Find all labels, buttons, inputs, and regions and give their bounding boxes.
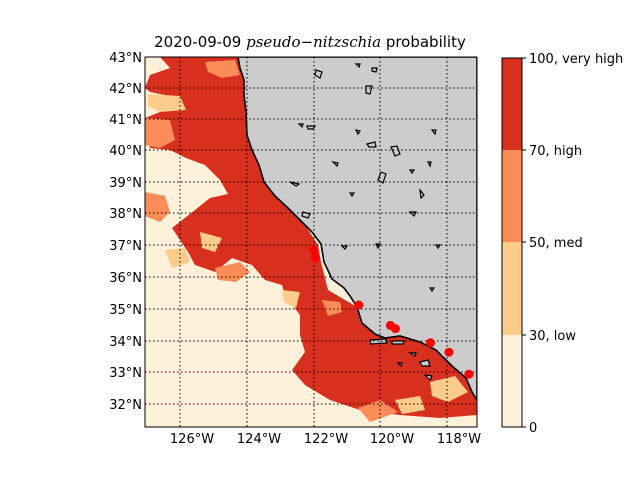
prob-lowmed-patch (430, 376, 468, 402)
lat-tick: 40°N (109, 144, 142, 159)
prob-lowmed-patch (165, 248, 190, 268)
lat-tick: 37°N (109, 239, 142, 254)
prob-med-patch (145, 118, 175, 148)
lat-tick: 34°N (109, 335, 142, 350)
lat-tick: 39°N (109, 176, 142, 191)
lat-tick: 33°N (109, 366, 142, 381)
sample-point (309, 245, 319, 255)
lon-tick: 118°W (437, 432, 481, 447)
prob-high-region (145, 57, 477, 418)
title-date: 2020-09-09 (154, 33, 242, 51)
lat-tick: 32°N (109, 398, 142, 413)
sample-point (464, 369, 474, 379)
prob-med-patch (145, 192, 170, 222)
lon-tick: 122°W (304, 432, 348, 447)
sample-point (310, 253, 320, 263)
lat-tick: 42°N (109, 82, 142, 97)
title-suffix: probability (385, 33, 466, 51)
colorbar-segment-low (502, 335, 522, 427)
sample-point (390, 324, 400, 334)
colorbar: 100, very high 70, high 50, med 30, low … (501, 52, 623, 436)
lat-tick: 41°N (109, 113, 142, 128)
lat-tick-labels: 43°N 42°N 41°N 40°N 39°N 38°N 37°N 36°N … (109, 51, 142, 413)
lakes (289, 63, 442, 293)
prob-med-patch (205, 60, 240, 78)
lon-tick: 120°W (370, 432, 414, 447)
colorbar-label: 70, high (529, 144, 582, 159)
map-title: 2020-09-09 pseudo−nitzschia probability (0, 33, 620, 51)
colorbar-label: 100, very high (529, 52, 623, 67)
lon-tick: 124°W (237, 432, 281, 447)
map-frame (144, 56, 478, 428)
sample-point (444, 347, 454, 357)
colorbar-segment-high (502, 150, 522, 242)
prob-lowmed-patch (395, 396, 425, 414)
colorbar-segment-med (502, 242, 522, 335)
colorbar-label: 50, med (529, 236, 583, 251)
land-region (237, 57, 477, 402)
prob-med-patch (322, 300, 342, 316)
colorbar-label: 0 (529, 421, 537, 436)
grid-lines (145, 57, 477, 427)
sample-point (354, 300, 364, 310)
colorbar-segment-very-high (502, 58, 522, 150)
prob-med-patch (358, 400, 398, 422)
lat-tick: 36°N (109, 271, 142, 286)
prob-lowmed-patch (282, 290, 300, 308)
prob-lowmed-patch (148, 94, 186, 112)
lat-tick: 38°N (109, 207, 142, 222)
lat-tick: 35°N (109, 303, 142, 318)
lon-tick: 126°W (170, 432, 214, 447)
sample-points (309, 245, 474, 379)
prob-lowmed-patch (200, 232, 222, 252)
title-species: pseudo−nitzschia (246, 33, 382, 51)
lat-tick: 43°N (109, 51, 142, 66)
colorbar-label: 30, low (529, 329, 576, 344)
sample-point (426, 338, 435, 348)
map-layers (145, 57, 477, 427)
lon-tick-labels: 126°W 124°W 122°W 120°W 118°W (170, 432, 481, 447)
